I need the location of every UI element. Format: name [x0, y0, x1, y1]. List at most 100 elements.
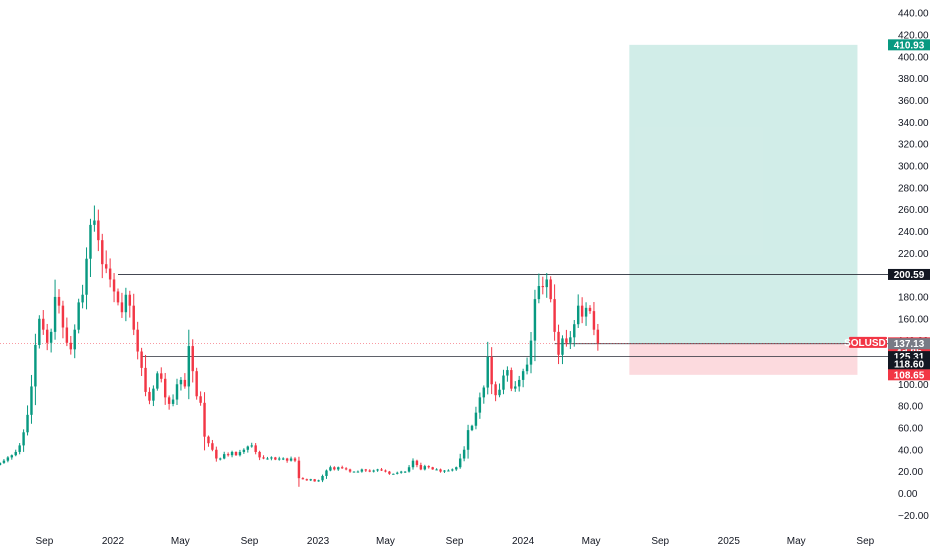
candle[interactable]: [419, 462, 423, 471]
candle[interactable]: [215, 446, 218, 462]
candle[interactable]: [262, 455, 265, 460]
candle[interactable]: [392, 473, 395, 475]
candle[interactable]: [195, 367, 198, 400]
candle[interactable]: [474, 406, 478, 430]
candle[interactable]: [443, 470, 446, 473]
candle[interactable]: [2, 459, 6, 464]
candle[interactable]: [399, 470, 403, 474]
candle[interactable]: [10, 454, 14, 460]
candle[interactable]: [494, 381, 497, 402]
candle[interactable]: [97, 209, 100, 252]
candle[interactable]: [376, 468, 379, 472]
candle[interactable]: [207, 435, 210, 447]
candle[interactable]: [557, 324, 560, 365]
candle[interactable]: [297, 456, 301, 487]
candle[interactable]: [470, 424, 474, 432]
candle[interactable]: [234, 451, 238, 456]
candle[interactable]: [510, 367, 513, 392]
candle[interactable]: [246, 445, 250, 453]
candle[interactable]: [565, 329, 568, 347]
candle[interactable]: [57, 289, 61, 314]
candle[interactable]: [108, 258, 112, 288]
candle[interactable]: [403, 471, 407, 473]
price-tag-target[interactable]: 410.93: [888, 39, 930, 51]
candle[interactable]: [506, 366, 509, 382]
candle[interactable]: [93, 205, 96, 232]
candle[interactable]: [588, 305, 592, 314]
candle[interactable]: [258, 450, 261, 461]
candle[interactable]: [293, 457, 297, 463]
candle[interactable]: [274, 456, 277, 461]
candle[interactable]: [541, 276, 545, 295]
candle[interactable]: [183, 373, 187, 389]
candle[interactable]: [569, 331, 572, 350]
candle[interactable]: [364, 468, 368, 472]
candle[interactable]: [160, 367, 163, 383]
candle[interactable]: [152, 385, 155, 407]
candle[interactable]: [6, 456, 10, 463]
candle[interactable]: [289, 456, 293, 462]
candle[interactable]: [0, 462, 2, 466]
candle[interactable]: [305, 478, 309, 481]
candle[interactable]: [49, 328, 53, 353]
candle[interactable]: [136, 321, 139, 360]
candle[interactable]: [368, 469, 371, 473]
candle[interactable]: [525, 357, 529, 375]
candle[interactable]: [313, 478, 316, 482]
candle[interactable]: [533, 289, 537, 362]
candle[interactable]: [199, 391, 202, 406]
candle[interactable]: [101, 233, 104, 279]
candle[interactable]: [498, 383, 501, 398]
candle[interactable]: [69, 336, 73, 355]
candle[interactable]: [573, 319, 576, 347]
candle[interactable]: [179, 377, 183, 391]
candle[interactable]: [250, 442, 253, 448]
candle[interactable]: [596, 323, 600, 351]
candle[interactable]: [537, 273, 541, 304]
candle[interactable]: [356, 470, 360, 473]
candle[interactable]: [148, 387, 151, 405]
candle[interactable]: [18, 443, 21, 455]
candle[interactable]: [203, 392, 206, 451]
candle[interactable]: [451, 468, 454, 472]
candle[interactable]: [462, 446, 466, 462]
candle[interactable]: [61, 300, 65, 339]
candle[interactable]: [576, 294, 580, 328]
candle[interactable]: [191, 339, 194, 383]
candle[interactable]: [30, 374, 33, 424]
candle[interactable]: [423, 464, 427, 471]
candle[interactable]: [238, 449, 242, 457]
candle[interactable]: [337, 466, 340, 471]
candle[interactable]: [396, 471, 399, 475]
candle[interactable]: [116, 288, 120, 306]
candle[interactable]: [592, 302, 596, 336]
candle[interactable]: [104, 250, 108, 274]
candle[interactable]: [329, 465, 332, 472]
candle[interactable]: [254, 443, 257, 455]
candle[interactable]: [344, 467, 348, 471]
candle[interactable]: [388, 470, 391, 475]
candle[interactable]: [482, 385, 486, 404]
candle[interactable]: [333, 466, 336, 471]
candle[interactable]: [124, 287, 128, 322]
candle[interactable]: [580, 297, 584, 324]
price-tag-stop[interactable]: 108.65: [888, 369, 930, 381]
candle[interactable]: [163, 372, 167, 405]
candle[interactable]: [529, 331, 533, 374]
candle[interactable]: [222, 451, 226, 460]
candle[interactable]: [517, 375, 521, 392]
candle[interactable]: [478, 392, 482, 419]
candle[interactable]: [187, 329, 191, 400]
candle[interactable]: [502, 369, 505, 395]
candle[interactable]: [42, 310, 45, 335]
candle[interactable]: [321, 474, 324, 483]
candle[interactable]: [270, 456, 273, 461]
candle[interactable]: [407, 465, 411, 473]
candle[interactable]: [167, 395, 171, 410]
candle[interactable]: [219, 457, 222, 461]
candle[interactable]: [140, 347, 143, 376]
candle[interactable]: [439, 468, 442, 473]
candle[interactable]: [458, 453, 462, 469]
symbol-tag[interactable]: SOLUSDT: [844, 336, 892, 349]
stop-zone[interactable]: [629, 343, 858, 375]
